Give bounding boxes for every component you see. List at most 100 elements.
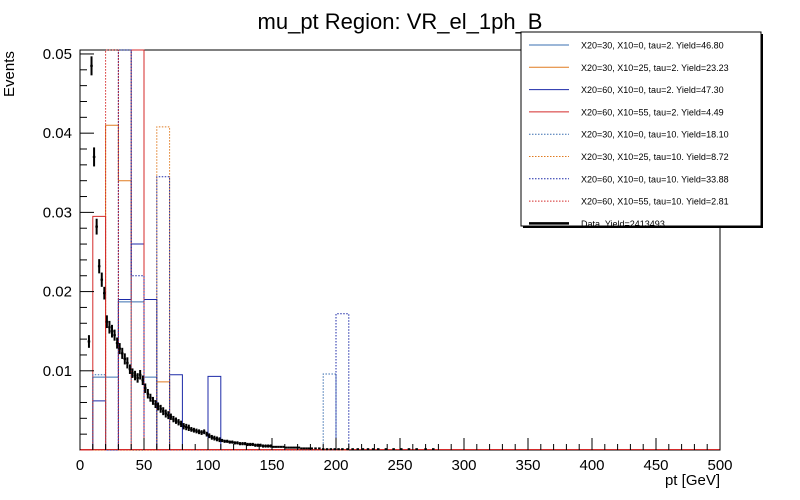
data-point [261,444,265,448]
data-point [356,448,360,451]
data-point [192,427,196,433]
x-tick-label: 250 [387,457,412,474]
data-point [432,448,435,451]
x-tick-label: 150 [259,457,284,474]
data-point [103,286,106,300]
data-point [126,357,129,369]
data-point [248,442,252,447]
legend-label: X20=30, X10=25, tau=2. Yield=23.23 [581,63,729,73]
data-point [228,440,232,444]
histogram-series-8 [80,49,349,451]
legend-label: X20=60, X10=55, tau=10. Yield=2.81 [581,197,729,207]
x-tick-label: 100 [195,457,220,474]
legend-entry: Data. Yield=2413493 [529,219,665,229]
data-point [287,446,290,449]
x-tick-label: 0 [76,457,84,474]
legend-entry: X20=60, X10=0, tau=10. Yield=33.88 [529,174,729,184]
x-tick-label: 350 [515,457,540,474]
data-point [179,420,183,428]
data-point [197,429,201,435]
legend-entry: X20=30, X10=25, tau=2. Yield=23.23 [529,63,729,73]
x-tick-label: 200 [323,457,348,474]
y-tick-label: 0.01 [43,363,72,380]
data-point [376,448,380,451]
y-tick-label: 0.04 [43,125,72,142]
data-point [302,447,306,450]
data-point [87,335,91,348]
x-tick-label: 450 [643,457,668,474]
data-point [215,436,219,442]
histogram-series-6 [80,126,349,451]
data-points-group [87,56,435,451]
data-point [141,375,144,386]
data-point [292,446,296,449]
data-point [266,444,270,448]
legend-entry: X20=60, X10=55, tau=10. Yield=2.81 [529,197,729,207]
y-tick-label: 0.02 [43,284,72,301]
data-point [241,442,244,446]
data-point [138,370,142,380]
data-point [144,383,147,393]
x-axis-label: pt [GeV] [665,472,720,489]
data-point [392,448,395,451]
x-tick-label: 300 [451,457,476,474]
x-tick-label: 50 [136,457,153,474]
data-point [113,329,116,341]
data-point [187,424,191,431]
data-point [174,417,178,424]
data-point [213,435,216,441]
y-tick-label: 0.03 [43,204,72,221]
legend-entry: X20=30, X10=0, tau=10. Yield=18.10 [529,130,729,140]
legend-label: Data. Yield=2413493 [581,219,665,229]
data-point [123,353,127,365]
data-point [337,448,340,451]
legend-label: X20=60, X10=0, tau=2. Yield=47.30 [581,85,724,95]
data-point [314,447,317,450]
data-point [131,368,134,378]
legend-label: X20=60, X10=0, tau=10. Yield=33.88 [581,174,729,184]
data-point [182,423,185,430]
data-point [318,447,321,450]
axes-group: 0 50 100 150 200 250 300 350 400 450 500 0.01 0.02 0.… [43,46,733,474]
data-point [415,448,418,451]
data-point [146,389,150,399]
data-point [159,404,162,413]
data-point [210,434,214,440]
chart-title: mu_pt Region: VR_el_1ph_B [258,9,543,34]
data-point [341,448,344,451]
data-point [223,439,226,443]
data-point [118,343,121,355]
data-point [190,427,193,432]
data-point [407,448,411,451]
data-point [164,409,168,418]
data-point [238,442,242,446]
data-point [220,438,224,443]
data-point [172,415,175,423]
legend-label: X20=30, X10=0, tau=2. Yield=46.80 [581,41,724,51]
y-tick-label: 0.05 [43,46,72,63]
data-point [108,320,111,334]
data-point [110,324,114,338]
data-point [202,429,206,435]
data-point [120,347,124,359]
data-point [133,370,137,381]
y-axis-label: Events [1,51,18,97]
data-point [100,272,104,287]
data-point [95,218,98,235]
histogram-series-4 [80,49,349,451]
data-point [277,445,280,448]
data-point [169,413,173,420]
histogram-series-7 [80,49,350,451]
legend: X20=30, X10=0, tau=2. Yield=46.80 X20=30,… [520,31,763,229]
histogram-series-2 [80,124,349,451]
data-point [366,448,370,451]
data-point [105,315,109,329]
data-point [351,448,354,451]
data-point [264,444,267,448]
data-point [115,337,119,349]
data-point [205,431,208,437]
data-point [161,407,165,416]
data-point [300,447,303,450]
data-point [156,402,160,411]
